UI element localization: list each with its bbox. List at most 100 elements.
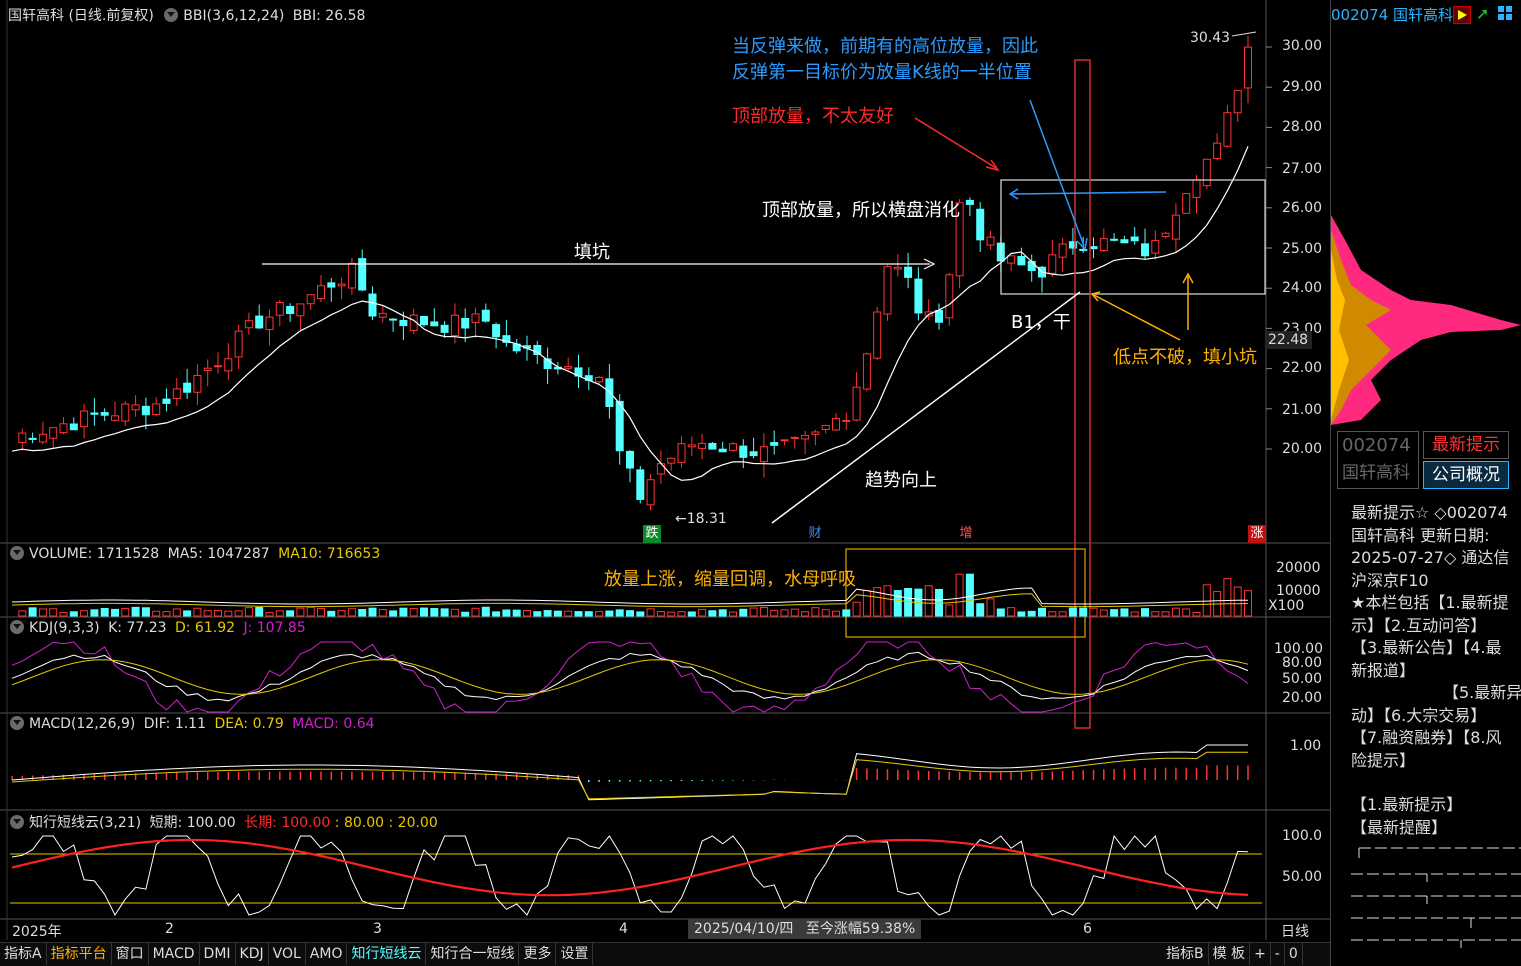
candle-body <box>152 403 161 415</box>
marker-die[interactable]: 跌 <box>643 525 661 543</box>
volume-bar <box>358 609 367 617</box>
indicator-menu-icon[interactable] <box>164 8 179 22</box>
toolbar-zoom-in[interactable]: + <box>1250 943 1271 965</box>
f10-line: 险提示】 <box>1351 750 1416 770</box>
candle-body <box>976 208 985 241</box>
toolbar-vol[interactable]: VOL <box>269 943 306 965</box>
volume-bar <box>770 609 779 617</box>
volume-bar <box>605 610 614 617</box>
volume-bar <box>564 610 573 617</box>
volume-bar <box>162 611 171 617</box>
macd-macd: MACD: 0.64 <box>292 716 375 732</box>
volume-bar <box>842 609 851 617</box>
candle-body <box>780 439 789 442</box>
trend-arrow-icon[interactable]: ➚ <box>1476 4 1490 23</box>
candle-body <box>1089 246 1098 250</box>
candle-body <box>729 443 737 451</box>
cloud-long-label: 长期: <box>244 815 277 831</box>
volume-bar <box>131 606 140 617</box>
toolbar-indicator-platform[interactable]: 指标平台 <box>47 943 112 965</box>
cloud-menu-icon[interactable] <box>10 815 24 829</box>
cursor-date-tag: 2025/04/10/四 至今涨幅59.38% <box>688 919 922 939</box>
marker-zhang[interactable]: 涨 <box>1248 525 1266 543</box>
volume-bar <box>708 610 717 617</box>
annotation-trend-up: 趋势向上 <box>865 470 937 491</box>
volume-bar <box>69 611 78 617</box>
volume-bar <box>1161 611 1170 617</box>
toolbar-more[interactable]: 更多 <box>519 943 557 965</box>
f10-line: 动】【6.大宗交易】 <box>1351 705 1487 725</box>
toolbar-zoom-out[interactable]: - <box>1271 943 1285 965</box>
bbi-label: BBI(3,6,12,24) <box>183 8 285 24</box>
toolbar-reset[interactable]: 0 <box>1285 943 1303 965</box>
marker-zeng[interactable]: 增 <box>959 526 973 541</box>
red-arrow <box>914 117 997 169</box>
company-profile-button[interactable]: 公司概况 <box>1423 461 1509 489</box>
volume-bar <box>862 590 871 617</box>
kdj-menu-icon[interactable] <box>10 620 24 634</box>
candle-body <box>347 262 356 289</box>
candle-body <box>1141 243 1149 257</box>
toolbar-settings[interactable]: 设置 <box>556 943 594 965</box>
toolbar-window[interactable]: 窗口 <box>112 943 149 965</box>
sidebar-code: 002074 <box>1331 6 1389 24</box>
volume-menu-icon[interactable] <box>10 546 24 560</box>
toolbar-zhixing[interactable]: 知行合一短线 <box>426 943 520 965</box>
volume-bar <box>244 607 253 617</box>
volume-bar <box>790 608 799 617</box>
candle-body <box>770 442 779 446</box>
volume-bar <box>1068 607 1077 617</box>
volume-tick-20000: 20000 <box>1276 560 1321 576</box>
kdj-k: K: 77.23 <box>108 620 167 636</box>
volume-bar <box>255 606 264 617</box>
toolbar-dmi[interactable]: DMI <box>200 943 236 965</box>
volume-bar <box>574 611 583 617</box>
volume-bar <box>1017 611 1026 617</box>
toolbar-macd[interactable]: MACD <box>149 943 200 965</box>
candle-body <box>1151 240 1160 254</box>
volume-bar <box>317 607 325 617</box>
price-tick-20: 20.00 <box>1282 441 1323 457</box>
candle-body <box>749 451 758 457</box>
candle-body <box>1099 238 1108 252</box>
grid-icon[interactable] <box>1498 6 1514 22</box>
macd-menu-icon[interactable] <box>10 716 24 730</box>
volume-bar <box>337 610 346 617</box>
kdj-tick-100: 100.00 <box>1274 641 1323 657</box>
candle-body <box>1223 112 1232 147</box>
volume-bar <box>646 608 655 617</box>
time-month-2: 2 <box>165 921 174 937</box>
stock-chart[interactable] <box>0 0 1330 940</box>
toolbar-kdj[interactable]: KDJ <box>236 943 269 965</box>
macd-dif: DIF: 1.11 <box>143 716 206 732</box>
candle-body <box>1048 254 1057 274</box>
volume-bar <box>90 609 99 617</box>
volume-bar <box>677 611 686 617</box>
candle-body <box>49 427 58 439</box>
candle-body <box>811 431 820 435</box>
toolbar-indicator-a[interactable]: 指标A <box>0 943 47 965</box>
toolbar-amo[interactable]: AMO <box>306 943 348 965</box>
cloud-long-line <box>11 838 1249 897</box>
annotation-top-volume: 顶部放量，不太友好 <box>732 106 894 127</box>
f10-text: 最新提示☆ ◇002074 国轩高科 更新日期: 2025-07-27◇ 通达信… <box>1351 502 1521 839</box>
flag-icon[interactable] <box>1453 6 1471 24</box>
toolbar-template[interactable]: 模 板 <box>1209 943 1251 965</box>
toolbar-indicator-b[interactable]: 指标B <box>1162 943 1209 965</box>
stock-info-box[interactable]: 002074 国轩高科 <box>1337 431 1419 489</box>
annotation-fill-pit: 填坑 <box>574 242 610 263</box>
latest-tips-button[interactable]: 最新提示 <box>1423 431 1509 459</box>
period-label[interactable]: 日线 <box>1281 924 1309 940</box>
candle-body <box>296 303 305 317</box>
bbi-value: BBI: 26.58 <box>292 8 366 24</box>
volume-bar <box>111 608 119 617</box>
toolbar-cloud[interactable]: 知行短线云 <box>347 943 427 965</box>
marker-cai[interactable]: 财 <box>808 526 822 541</box>
macd-dea-line <box>11 751 1248 800</box>
candle-body <box>1182 193 1191 214</box>
volume-bar <box>893 590 902 617</box>
volume-bar <box>1007 607 1016 617</box>
volume-bar <box>38 608 47 617</box>
candle-body <box>38 433 47 443</box>
candle-body <box>389 318 398 321</box>
